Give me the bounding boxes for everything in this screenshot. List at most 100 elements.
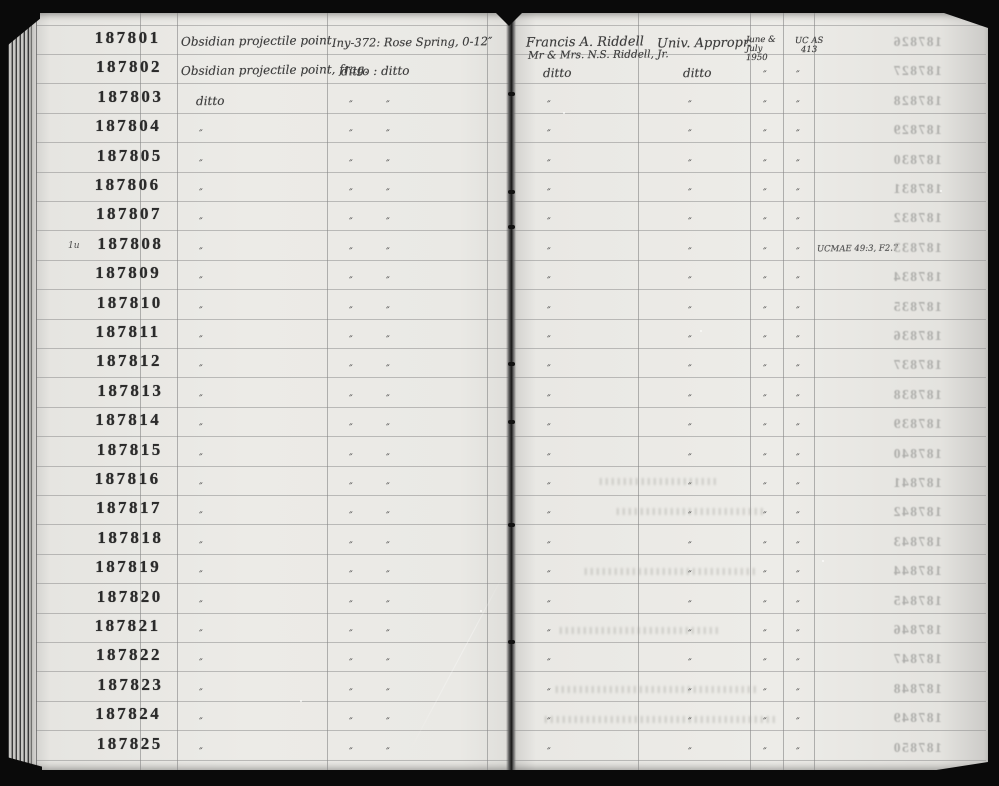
date-ditto-mark: ″ (763, 511, 767, 523)
date-ditto-mark: ″ (763, 276, 767, 288)
description-ditto-mark: ″ (199, 482, 203, 493)
site-ditto-mark: ″ (386, 246, 390, 258)
accession-ditto-mark: ″ (796, 276, 800, 288)
date-ditto-mark: ″ (763, 188, 767, 199)
catalog-number: 187809 (95, 263, 162, 283)
site-ditto-mark: ″ (349, 276, 353, 288)
ghost-number: 187828 (892, 92, 942, 108)
description-ditto-mark: ″ (199, 599, 203, 611)
site-ditto-mark: ″ (349, 482, 353, 493)
column-rule-line (140, 13, 141, 770)
column-rule-line (487, 13, 488, 770)
accession-ditto-mark: ″ (796, 305, 800, 317)
description-ditto-mark: ″ (199, 658, 203, 670)
ghost-number: 187842 (892, 504, 942, 520)
site-ditto-mark: ″ (349, 393, 353, 405)
ghost-number: 187839 (892, 416, 942, 432)
fold-ink-tick (508, 640, 515, 644)
site-ditto-mark: ″ (349, 217, 353, 229)
column-rule-line (750, 13, 751, 770)
ghost-number: 187843 (892, 533, 942, 549)
site-ditto-mark: ″ (349, 540, 353, 552)
fund-ditto-mark: ″ (688, 511, 692, 523)
ghost-handwriting (617, 508, 767, 515)
site-ditto-mark: ″ (386, 717, 390, 729)
catalog-number: 187810 (96, 292, 163, 312)
fund-ditto-mark: ″ (688, 658, 692, 670)
description-ditto-mark: ″ (199, 276, 203, 288)
accession-ditto-mark: ″ (796, 70, 800, 82)
fund-ditto-mark: ″ (688, 423, 692, 435)
accession-ditto-mark: ″ (796, 335, 800, 346)
fund-ditto-mark: ″ (688, 746, 692, 758)
site-ditto-mark: ″ (386, 570, 390, 582)
date-ditto-mark: ″ (763, 746, 767, 758)
fund-ditto-mark: ″ (688, 629, 692, 640)
catalog-number: 187803 (97, 86, 164, 106)
site-ditto-mark: ″ (349, 511, 353, 523)
stacked-page-edges (8, 14, 34, 766)
donor-ditto-mark: ″ (547, 158, 551, 170)
site-ditto-mark: ″ (349, 599, 353, 611)
donor-ditto-mark: ″ (547, 99, 551, 111)
column-rule-line (177, 13, 178, 770)
fund-ditto-mark: ″ (688, 217, 692, 229)
description-ditto-mark: ″ (199, 570, 203, 582)
column-rule-line (814, 13, 815, 770)
ghost-handwriting (545, 716, 775, 723)
ghost-number: 187838 (892, 386, 942, 402)
catalog-number: 187801 (94, 28, 161, 47)
fund-ditto-mark: ″ (688, 482, 692, 493)
date-ditto-mark: ″ (763, 482, 767, 493)
site-ditto-mark: ″ (386, 452, 390, 464)
ghost-number: 187830 (892, 151, 942, 167)
date-ditto-mark: ″ (763, 129, 767, 141)
catalog-number: 187802 (96, 57, 162, 77)
fund-ditto-mark: ″ (688, 276, 692, 288)
fund-ditto-mark: ″ (688, 540, 692, 552)
accession-ditto-mark: ″ (796, 540, 800, 552)
date-ditto-mark: ″ (763, 364, 767, 376)
accession-ditto-mark: ″ (796, 687, 800, 699)
site-ditto-mark: ″ (386, 658, 390, 670)
dust-speck (700, 330, 702, 332)
accession-ditto-mark: ″ (796, 658, 800, 670)
scanner-background-left (0, 0, 8, 786)
date-ditto-mark: ″ (763, 393, 767, 405)
fold-ink-tick (508, 225, 515, 229)
accession-ditto-mark: ″ (796, 511, 800, 523)
catalog-number: 187812 (96, 351, 162, 371)
site-ditto-mark: ″ (386, 393, 390, 405)
description-ditto-mark: ″ (199, 540, 203, 552)
date-ditto-mark: ″ (763, 599, 767, 611)
catalog-number: 187817 (96, 498, 162, 518)
catalog-number: 187825 (96, 733, 163, 753)
margin-annotation: 1u (68, 240, 80, 251)
description-ditto-mark: ″ (199, 335, 203, 346)
ledger-right-page (514, 13, 988, 770)
description-ditto-mark: ″ (199, 158, 203, 170)
site-ditto-mark: ″ (349, 452, 353, 464)
site-ditto-mark: ″ (386, 482, 390, 493)
ghost-number: 187847 (892, 651, 942, 667)
description-ditto-mark: ″ (199, 687, 203, 699)
ghost-number: 187840 (892, 445, 942, 461)
date-ditto-mark: ″ (763, 217, 767, 229)
ghost-number: 187833 (892, 239, 942, 255)
scanner-background-bottom (0, 770, 999, 786)
catalog-number: 187807 (96, 204, 162, 224)
ghost-number: 187850 (892, 739, 942, 755)
date-ditto-mark: ″ (763, 540, 767, 552)
catalog-number: 187824 (95, 704, 162, 724)
ghost-number: 187849 (892, 710, 942, 726)
dust-speck (480, 610, 482, 612)
site-ditto-mark: ″ (349, 687, 353, 699)
catalog-number: 187814 (95, 410, 162, 430)
date-ditto-mark: ″ (763, 70, 767, 82)
site-ditto-mark: ″ (386, 423, 390, 435)
donor-ditto-mark: ″ (547, 599, 551, 611)
site-entry: Iny-372: Rose Spring, 0-12″ (331, 34, 493, 50)
site-ditto-mark: ″ (386, 364, 390, 376)
site-ditto-mark: ″ (386, 746, 390, 758)
column-rule-line (638, 13, 639, 770)
